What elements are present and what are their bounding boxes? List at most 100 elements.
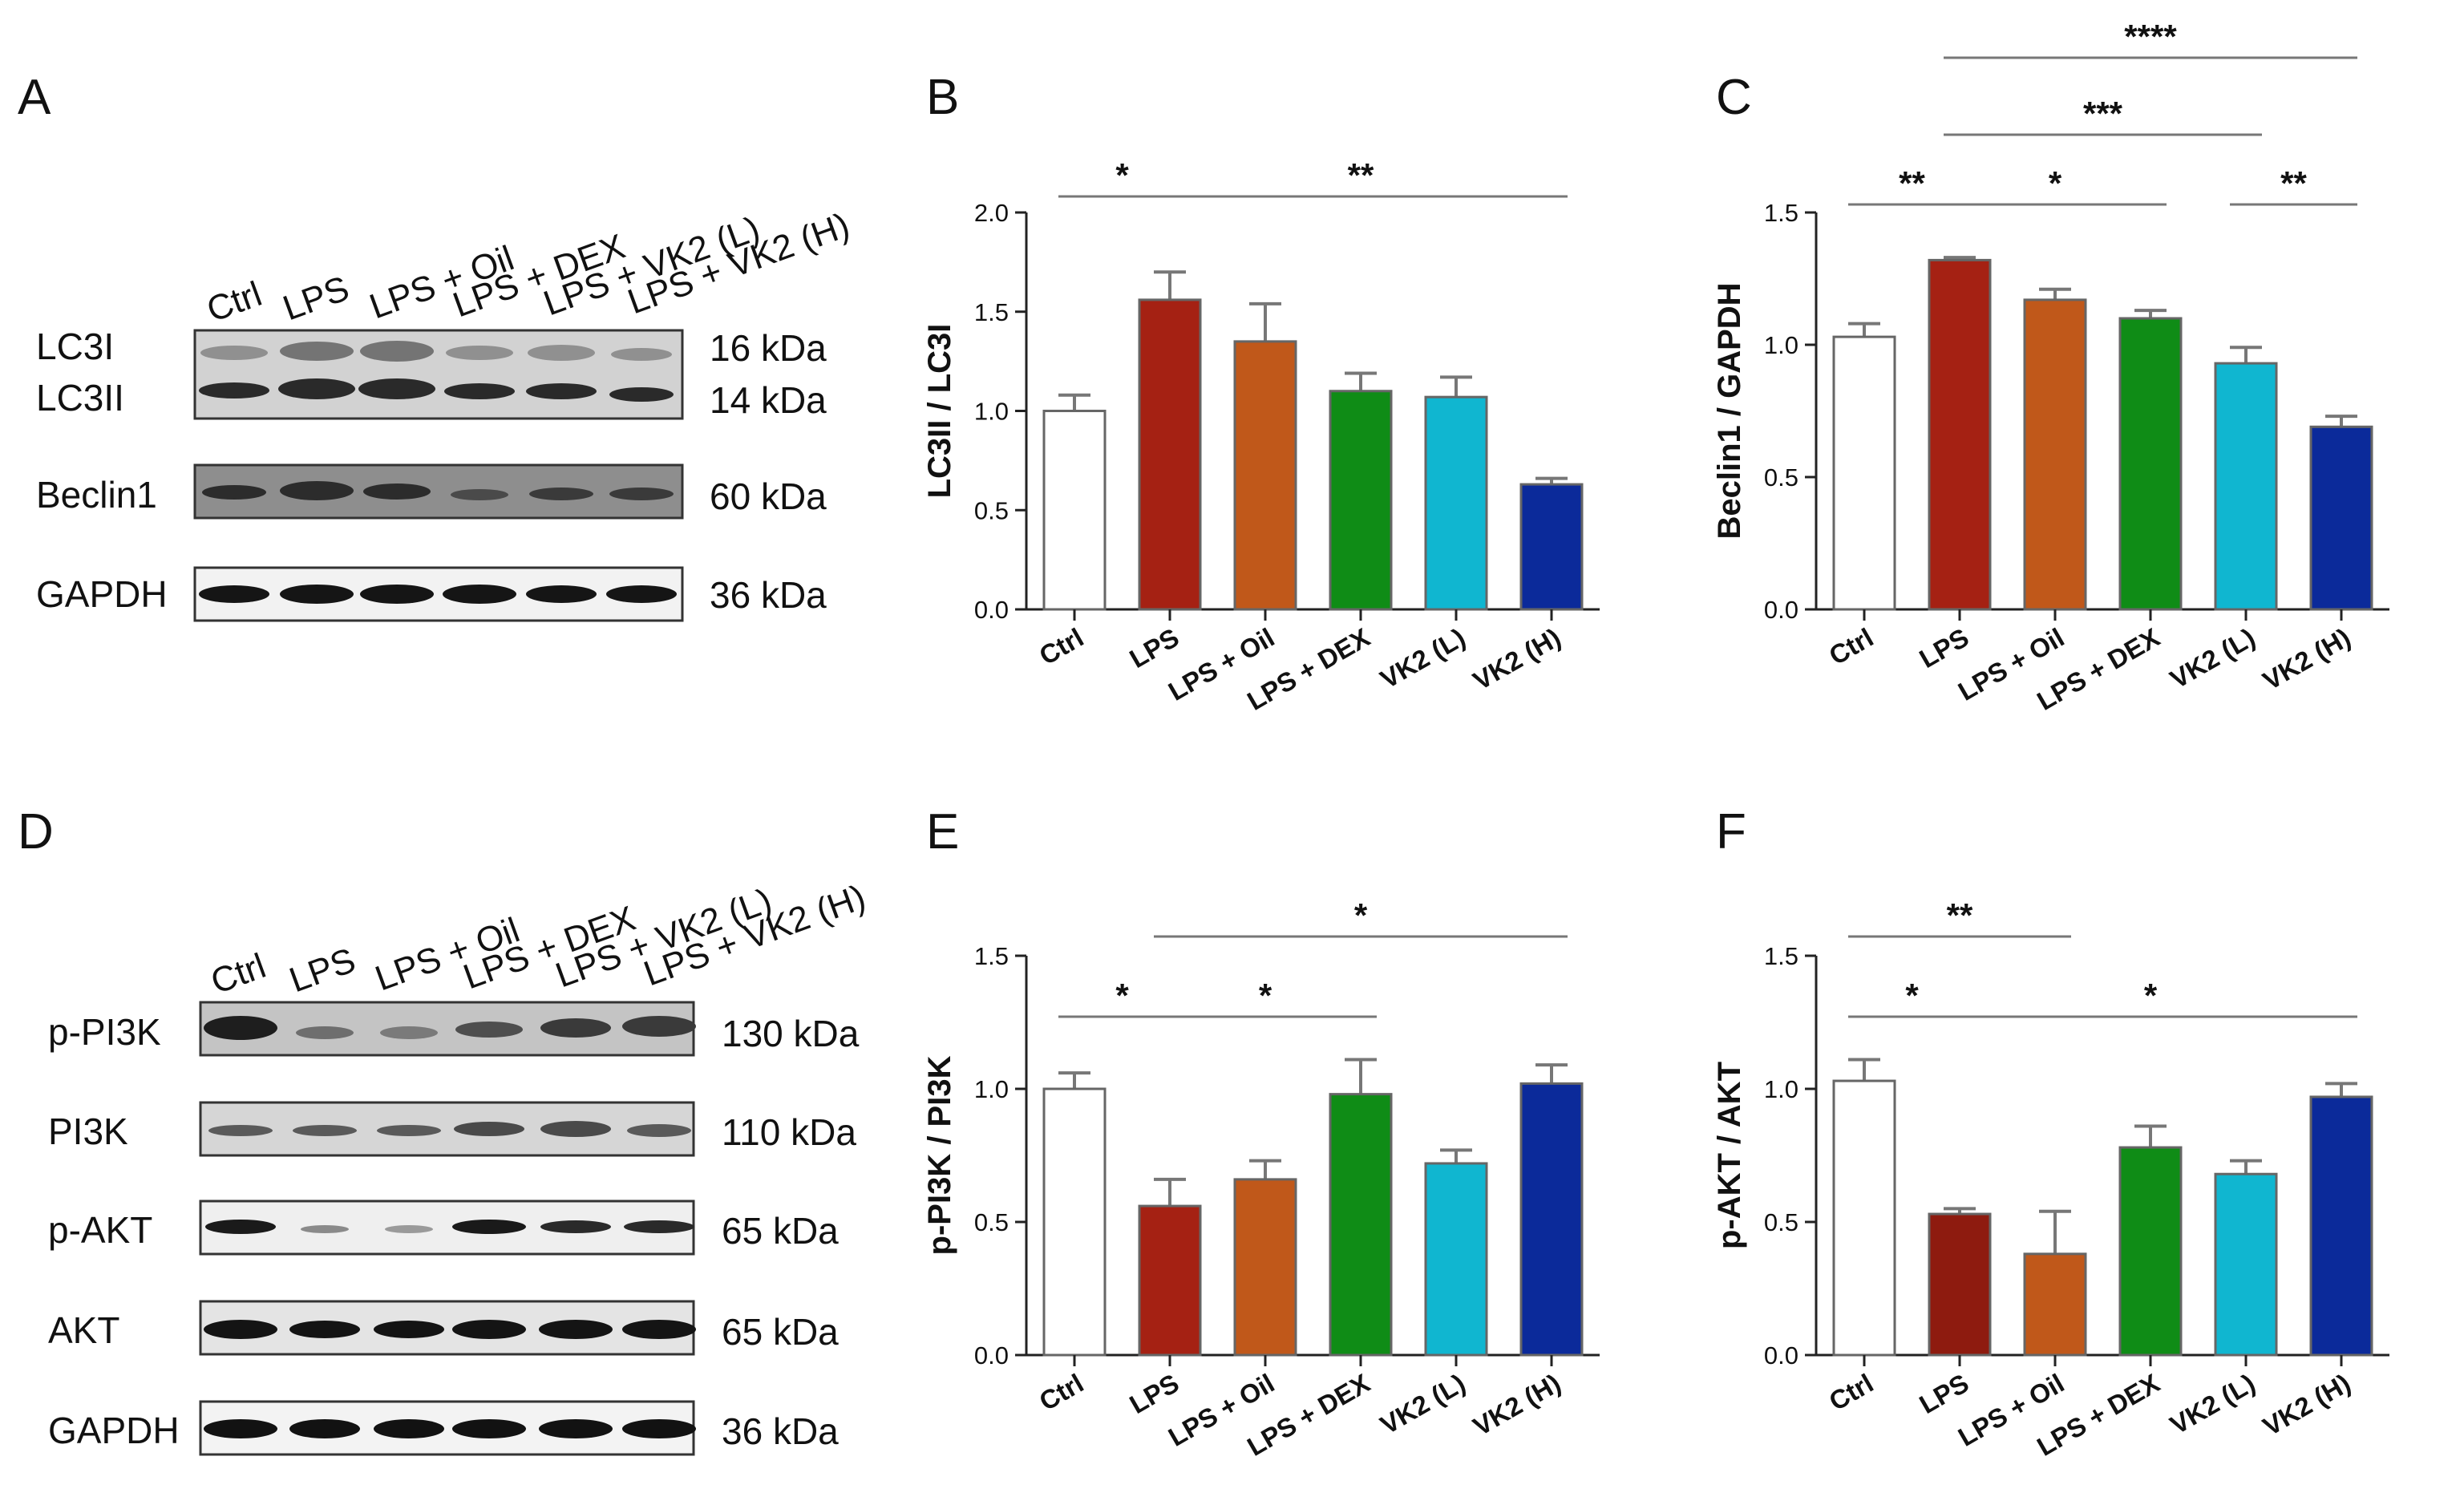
error-bar [2230,346,2262,364]
bar [1138,298,1202,611]
x-tick-label: LPS [1914,1368,1973,1419]
panel-letter-b: B [926,70,959,125]
y-tick-label: 1.5 [974,298,1009,326]
error-bar [1345,1058,1377,1094]
y-tick-label: 1.5 [974,942,1009,970]
panel-letter-f: F [1716,804,1746,860]
y-tick-label: 0.0 [974,1341,1009,1369]
error-bar [2325,1082,2357,1097]
x-tick-label: Ctrl [1034,622,1089,670]
blot-beclin1: Beclin1 60 kDa [36,463,827,520]
bar [2214,362,2278,611]
bar [2309,425,2373,611]
bar [1042,1087,1107,1357]
panel-letter-e: E [926,804,959,860]
y-axis-title: p-AKT / AKT [1712,1062,1747,1249]
bar [1042,410,1107,611]
x-tick-label: VK2 (L) [1375,1368,1471,1440]
blot-p-akt: p-AKT 65 kDa [48,1200,839,1256]
bar [1928,258,1992,611]
y-tick-label: 1.0 [974,398,1009,426]
blot-gapdh-a: GAPDH 36 kDa [36,566,827,622]
kda-label: 36 kDa [710,574,827,616]
error-bar [1535,1063,1568,1084]
bar [1329,1093,1393,1357]
blot-label-gapdh: GAPDH [36,573,168,615]
significance-label: * [2144,977,2158,1014]
y-tick-label: 1.5 [1764,942,1798,970]
y-tick-label: 0.0 [1764,1341,1798,1369]
error-bar [1154,1177,1186,1207]
significance-label: * [1115,156,1129,194]
bar [2023,1252,2087,1357]
kda-label: 130 kDa [722,1013,860,1054]
x-tick-label: VK2 (L) [2165,1368,2260,1440]
error-bar [1848,322,1880,338]
bar [2309,1095,2373,1357]
x-tick-label: VK2 (H) [1468,1368,1566,1442]
blot-membrane [193,463,684,520]
x-tick-label: Ctrl [1034,1368,1089,1416]
x-tick-label: VK2 (L) [2165,622,2260,694]
blot-label-lc3ii: LC3II [36,377,124,419]
error-bar [2325,415,2357,427]
y-tick-label: 0.0 [974,596,1009,624]
bar [1519,483,1584,611]
significance-label: *** [2083,95,2123,132]
error-bar [1058,393,1090,411]
y-tick-label: 1.0 [1764,331,1798,359]
error-bar [1848,1058,1880,1082]
kda-label: 60 kDa [710,475,827,517]
blot-akt: AKT 65 kDa [48,1300,839,1356]
lane-label: Ctrl [202,274,267,330]
y-axis-title: LC3II / LC3I [922,324,957,499]
bar [1329,390,1393,611]
x-tick-label: VK2 (H) [1468,622,1566,696]
panel-d: D Ctrl LPS LPS + Oil LPS + DEX LPS + VK2… [18,804,871,1456]
x-tick-label: Ctrl [1824,1368,1879,1416]
blot-membrane [193,329,684,420]
y-tick-label: 1.5 [1764,199,1798,227]
y-tick-label: 0.5 [974,496,1009,524]
blot-label-p-akt: p-AKT [48,1209,152,1251]
x-tick-label: Ctrl [1824,622,1879,670]
blot-membrane [199,1001,695,1057]
bar [1519,1082,1584,1357]
y-tick-label: 0.5 [1764,1208,1798,1236]
significance-label: * [1115,977,1129,1014]
bar [1928,1212,1992,1357]
x-tick-label: VK2 (H) [2258,1368,2356,1442]
blot-label-akt: AKT [48,1309,119,1351]
bar [1832,1079,1896,1357]
x-tick-label: LPS [1914,622,1973,674]
lane-labels-a: Ctrl LPS LPS + Oil LPS + DEX LPS + VK2 (… [202,205,855,330]
kda-label: 14 kDa [710,379,827,421]
blot-label-p-pi3k: p-PI3K [48,1011,161,1053]
significance-label: * [1259,977,1272,1014]
error-bar [1058,1071,1090,1089]
significance-label: **** [2124,18,2177,55]
error-bar [2134,309,2167,318]
blot-label-lc3i: LC3I [36,326,114,367]
bar [1832,335,1896,611]
lane-labels-d: Ctrl LPS LPS + Oil LPS + DEX LPS + VK2 (… [206,877,871,1001]
y-tick-label: 1.0 [974,1075,1009,1103]
bar [2214,1172,2278,1357]
error-bar [1440,1148,1472,1163]
bar [2118,1146,2183,1357]
blot-pi3k: PI3K 110 kDa [48,1101,856,1157]
panel-letter-d: D [18,804,54,860]
error-bar [1345,371,1377,391]
bar [1233,1178,1297,1357]
blot-label-beclin1: Beclin1 [36,474,157,516]
significance-label: ** [1947,896,1973,934]
error-bar [1249,1159,1281,1179]
kda-label: 65 kDa [722,1311,839,1353]
